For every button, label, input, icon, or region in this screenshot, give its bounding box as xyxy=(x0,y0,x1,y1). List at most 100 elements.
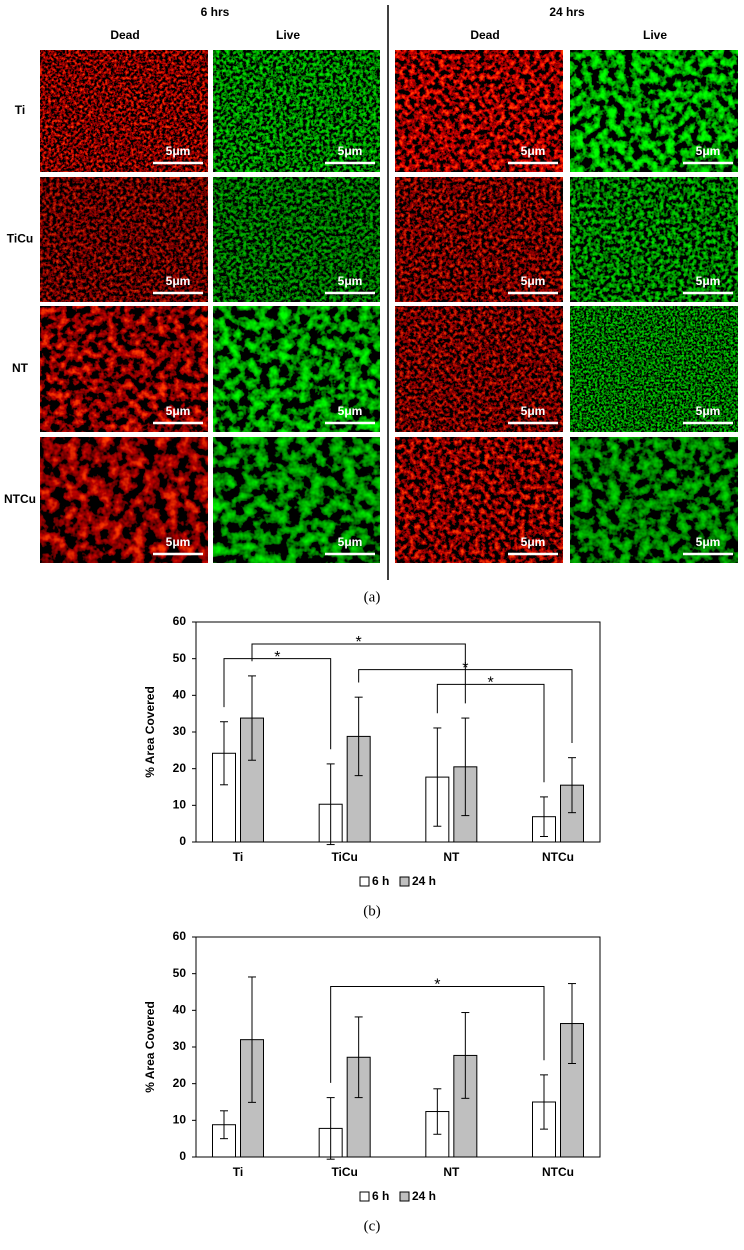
y-tick-label: 40 xyxy=(173,688,187,702)
micrograph xyxy=(395,306,563,432)
y-axis-label: % Area Covered xyxy=(143,686,157,778)
time-header: 24 hrs xyxy=(549,5,585,19)
legend-label: 6 h xyxy=(372,1189,389,1203)
x-tick-label: TiCu xyxy=(331,850,357,864)
micrograph xyxy=(570,437,738,563)
significance-label: * xyxy=(274,649,280,666)
legend-label: 6 h xyxy=(372,874,389,888)
error-bar xyxy=(461,1012,470,1099)
micrograph xyxy=(213,50,380,172)
significance-bracket xyxy=(436,683,545,783)
legend-swatch xyxy=(359,876,370,887)
error-bar xyxy=(326,763,335,846)
micrograph xyxy=(570,177,738,302)
significance-label: * xyxy=(434,977,440,994)
error-bar xyxy=(433,727,442,827)
legend-swatch xyxy=(359,1191,370,1202)
significance-bracket xyxy=(223,658,332,750)
y-tick-label: 0 xyxy=(179,1149,186,1163)
micrograph xyxy=(213,306,380,432)
y-tick-label: 30 xyxy=(173,724,187,738)
y-tick-label: 60 xyxy=(173,614,187,628)
error-bar xyxy=(326,1097,335,1160)
micrograph xyxy=(395,437,563,563)
column-label: Dead xyxy=(470,28,499,42)
scale-bar-label: 5μm xyxy=(696,404,721,418)
scale-bar-label: 5μm xyxy=(696,535,721,549)
plot-frame xyxy=(195,621,601,843)
scale-bar-label: 5μm xyxy=(166,274,191,288)
column-label: Live xyxy=(276,28,300,42)
y-axis-label: % Area Covered xyxy=(143,1001,157,1093)
y-tick-label: 0 xyxy=(179,834,186,848)
scale-bar-label: 5μm xyxy=(521,274,546,288)
error-bar xyxy=(568,983,576,1064)
x-tick-label: Ti xyxy=(233,850,243,864)
x-tick-label: NTCu xyxy=(542,1165,574,1179)
scale-bar-label: 5μm xyxy=(696,144,721,158)
y-tick-label: 10 xyxy=(173,1113,187,1127)
x-tick-label: TiCu xyxy=(331,1165,357,1179)
x-tick-label: Ti xyxy=(233,1165,243,1179)
significance-bracket xyxy=(358,669,573,743)
y-tick-label: 20 xyxy=(173,1076,187,1090)
scale-bar-label: 5μm xyxy=(338,535,363,549)
caption: (c) xyxy=(364,1218,381,1234)
micrograph xyxy=(213,177,380,302)
row-label: NT xyxy=(12,361,29,375)
x-tick-label: NTCu xyxy=(542,850,574,864)
micrograph xyxy=(40,50,208,172)
caption: (b) xyxy=(363,903,381,919)
row-label: NTCu xyxy=(4,492,36,506)
legend-swatch xyxy=(399,876,410,887)
y-tick-label: 50 xyxy=(173,651,187,665)
significance-bracket xyxy=(330,986,545,1083)
caption: (a) xyxy=(364,589,381,605)
error-bar xyxy=(220,1110,228,1140)
row-label: TiCu xyxy=(7,232,33,246)
error-bar xyxy=(568,757,576,814)
significance-label: * xyxy=(462,660,468,677)
scale-bar-label: 5μm xyxy=(166,535,191,549)
error-bar xyxy=(433,1088,442,1135)
scale-bar-label: 5μm xyxy=(166,144,191,158)
error-bar xyxy=(461,717,470,817)
scale-bar-label: 5μm xyxy=(338,274,363,288)
scale-bar-label: 5μm xyxy=(521,404,546,418)
y-tick-label: 50 xyxy=(173,966,187,980)
micrograph xyxy=(40,306,208,432)
error-bar xyxy=(354,696,363,777)
error-bar xyxy=(540,796,548,837)
micrograph xyxy=(570,306,738,432)
y-tick-label: 60 xyxy=(173,929,187,943)
row-label: Ti xyxy=(15,103,25,117)
time-header: 6 hrs xyxy=(201,5,230,19)
significance-bracket xyxy=(251,643,466,704)
error-bar xyxy=(220,721,228,786)
legend-label: 24 h xyxy=(412,874,436,888)
micrograph xyxy=(395,50,563,172)
error-bar xyxy=(540,1074,548,1130)
error-bar xyxy=(248,976,256,1103)
y-tick-label: 10 xyxy=(173,798,187,812)
column-label: Dead xyxy=(110,28,139,42)
plot-frame xyxy=(195,936,601,1158)
micrograph xyxy=(570,50,738,172)
column-label: Live xyxy=(643,28,667,42)
scale-bar-label: 5μm xyxy=(521,144,546,158)
scale-bar-label: 5μm xyxy=(521,535,546,549)
error-bar xyxy=(248,675,256,761)
legend-swatch xyxy=(399,1191,410,1202)
legend-label: 24 h xyxy=(412,1189,436,1203)
y-tick-label: 20 xyxy=(173,761,187,775)
y-tick-label: 40 xyxy=(173,1003,187,1017)
x-tick-label: NT xyxy=(443,850,460,864)
micrograph xyxy=(40,177,208,302)
significance-label: * xyxy=(488,675,494,692)
error-bar xyxy=(354,1016,363,1099)
scale-bar-label: 5μm xyxy=(166,404,191,418)
scale-bar-label: 5μm xyxy=(696,274,721,288)
significance-label: * xyxy=(356,634,362,651)
scale-bar-label: 5μm xyxy=(338,404,363,418)
